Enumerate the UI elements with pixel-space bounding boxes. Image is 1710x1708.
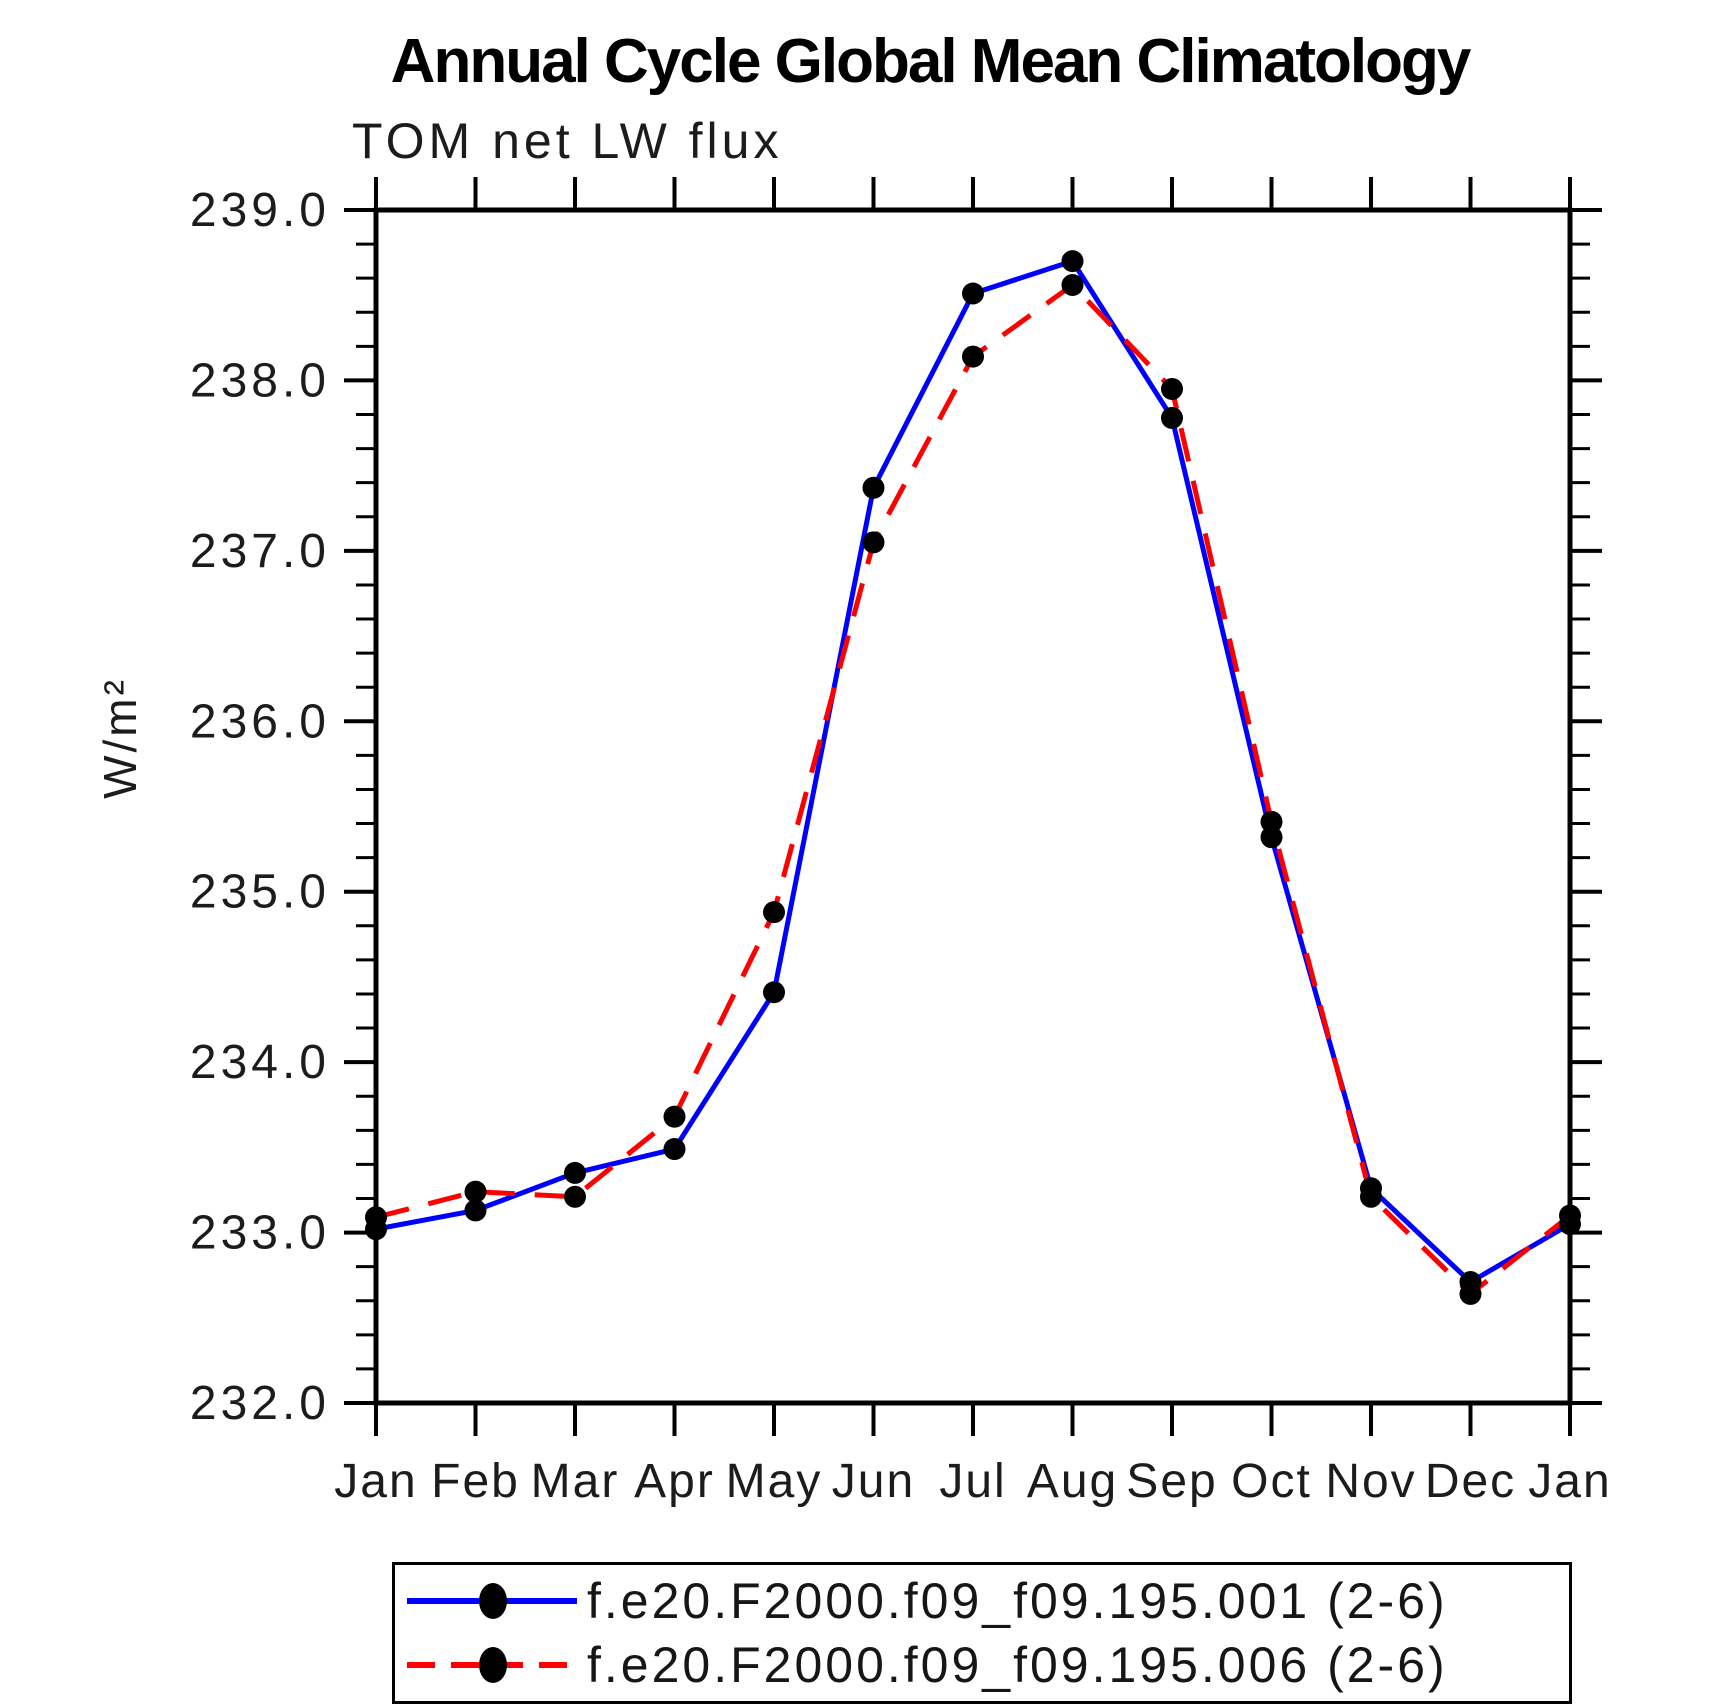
x-tick-label: Mar <box>531 1455 620 1508</box>
y-tick-label: 238.0 <box>190 354 330 407</box>
x-tick-label: Oct <box>1231 1455 1312 1508</box>
plot-frame <box>373 207 1573 1406</box>
y-tick-label: 235.0 <box>190 866 330 919</box>
data-point-marker <box>1161 377 1183 400</box>
data-point-marker <box>1161 406 1183 429</box>
data-point-marker <box>564 1185 586 1208</box>
data-point-marker <box>763 981 785 1004</box>
y-tick-label: 233.0 <box>190 1207 330 1260</box>
data-point-marker <box>464 1199 487 1222</box>
x-tick-label: Dec <box>1425 1455 1516 1508</box>
y-tick-label: 237.0 <box>190 525 330 578</box>
data-point-marker <box>862 531 885 554</box>
data-point-marker <box>1559 1204 1581 1227</box>
series-line-solid <box>375 258 1572 1285</box>
data-point-marker <box>1061 273 1084 296</box>
data-point-marker <box>763 901 785 924</box>
data-point-marker <box>1459 1282 1482 1305</box>
data-point-marker <box>365 1206 387 1229</box>
data-point-marker <box>1360 1185 1382 1208</box>
data-point-marker <box>663 1105 686 1128</box>
legend-box: f.e20.F2000.f09_f09.195.001 (2-6) f.e20.… <box>392 1562 1572 1704</box>
data-point-marker <box>1260 826 1283 849</box>
y-tick-label: 239.0 <box>190 184 330 237</box>
data-point-marker <box>1260 810 1283 833</box>
legend-marker-icon <box>479 1582 507 1619</box>
data-point-marker <box>1061 250 1084 273</box>
y-tick-label: 232.0 <box>190 1377 330 1430</box>
x-tick-label: Feb <box>431 1455 520 1508</box>
legend-dashed-line-sample-icon <box>407 1647 577 1684</box>
y-tick-label: 236.0 <box>190 695 330 748</box>
x-tick-label: Jan <box>334 1455 417 1508</box>
x-tick-label: Jul <box>939 1455 1006 1508</box>
legend-label-series-1: f.e20.F2000.f09_f09.195.001 (2-6) <box>587 1572 1448 1629</box>
x-tick-label: Jan <box>1528 1455 1611 1508</box>
x-tick-label: Nov <box>1325 1455 1416 1508</box>
y-tick-label: 234.0 <box>190 1036 330 1089</box>
legend-solid-line-sample-icon <box>407 1582 577 1619</box>
data-point-marker <box>464 1180 487 1203</box>
chart-subtitle: TOM net LW flux <box>352 113 783 169</box>
x-tick-label: Jun <box>832 1455 915 1508</box>
x-tick-label: Apr <box>634 1455 715 1508</box>
legend-row-series-2: f.e20.F2000.f09_f09.195.006 (2-6) <box>401 1636 1569 1694</box>
legend-marker-icon <box>479 1647 507 1684</box>
x-tick-label: Aug <box>1027 1455 1118 1508</box>
data-point-marker <box>962 345 984 368</box>
series-line-dashed <box>375 282 1572 1297</box>
data-point-marker <box>862 476 885 499</box>
data-point-marker <box>663 1138 686 1161</box>
page-title: Annual Cycle Global Mean Climatology <box>390 27 1472 96</box>
legend-label-series-2: f.e20.F2000.f09_f09.195.006 (2-6) <box>587 1637 1448 1694</box>
legend-row-series-1: f.e20.F2000.f09_f09.195.001 (2-6) <box>401 1572 1569 1630</box>
data-point-marker <box>564 1161 586 1184</box>
x-tick-label: Sep <box>1126 1455 1217 1508</box>
data-point-marker <box>962 282 984 305</box>
x-tick-label: May <box>726 1455 823 1508</box>
